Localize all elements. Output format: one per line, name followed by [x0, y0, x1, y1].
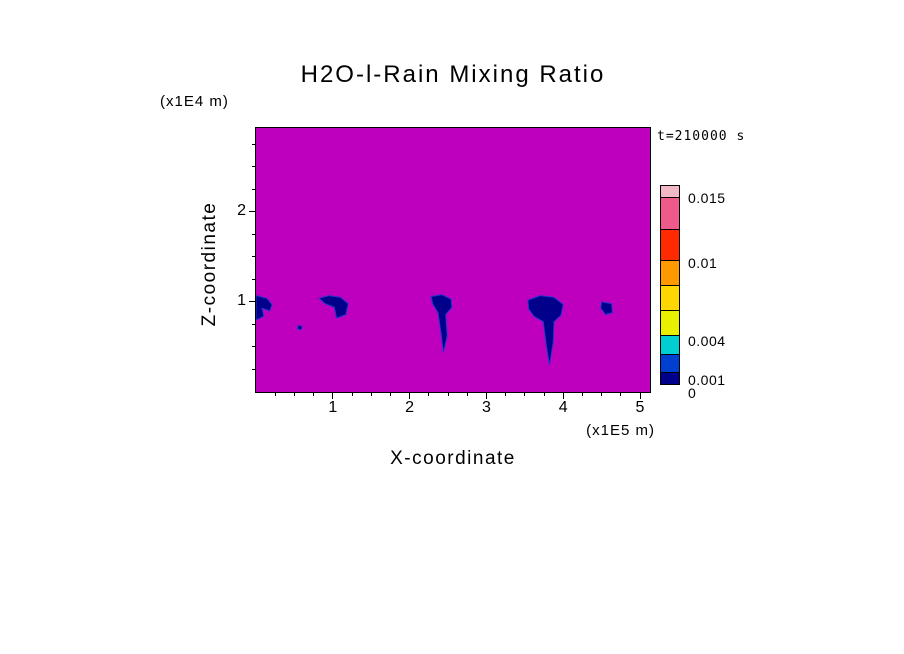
x-axis-unit-label: (x1E5 m)	[586, 422, 655, 439]
x-tick	[581, 393, 583, 396]
x-tick	[505, 393, 507, 396]
colorbar-labels: 0 0.001 0.004 0.01 0.015	[688, 185, 758, 401]
y-tick	[252, 166, 255, 168]
x-tick	[293, 393, 295, 396]
colorbar-tick-label: 0.001	[688, 372, 726, 388]
x-tick-label: 4	[558, 399, 568, 416]
x-tick	[332, 393, 334, 399]
colorbar-segment	[660, 228, 680, 261]
x-tick	[620, 393, 622, 396]
y-tick	[252, 143, 255, 145]
x-tick	[447, 393, 449, 396]
y-tick	[252, 233, 255, 235]
colorbar-segment	[660, 197, 680, 230]
x-tick-label: 1	[328, 399, 338, 416]
y-tick	[252, 256, 255, 258]
colorbar	[660, 185, 680, 385]
y-tick	[249, 211, 255, 213]
x-tick	[485, 393, 487, 399]
x-tick-label: 3	[481, 399, 491, 416]
x-tick-labels: 1 2 3 4 5	[256, 399, 650, 417]
plot-area	[255, 127, 651, 393]
x-tick	[601, 393, 603, 396]
x-tick-label: 2	[405, 399, 415, 416]
y-axis-unit-label: (x1E4 m)	[160, 93, 229, 110]
y-tick	[252, 278, 255, 280]
y-tick	[249, 301, 255, 303]
colorbar-segment	[660, 335, 680, 355]
colorbar-segment	[660, 372, 680, 385]
rain-feature-patch-4	[527, 295, 564, 366]
x-tick	[428, 393, 430, 396]
x-axis-ticks	[256, 393, 650, 400]
colorbar-segment	[660, 353, 680, 373]
x-tick	[313, 393, 315, 396]
rain-feature-patch-5	[600, 301, 613, 316]
colorbar-tick-label: 0.004	[688, 333, 726, 349]
colorbar-tick-label: 0.01	[688, 255, 718, 271]
y-tick-label: 2	[237, 201, 246, 219]
x-tick	[639, 393, 641, 399]
y-tick	[252, 188, 255, 190]
time-annotation: t=210000 s	[657, 129, 746, 144]
colorbar-tick-label: 0	[688, 385, 697, 401]
x-tick	[466, 393, 468, 396]
colorbar-segment	[660, 285, 680, 311]
rain-feature-patch-3	[430, 294, 453, 353]
colorbar-segment	[660, 260, 680, 286]
x-tick	[274, 393, 276, 396]
y-tick-label: 1	[237, 291, 246, 309]
x-tick	[409, 393, 411, 399]
rain-feature-speck-1	[296, 324, 303, 331]
x-tick	[370, 393, 372, 396]
rain-feature-patch-1	[256, 295, 273, 321]
x-tick-label: 5	[635, 399, 645, 416]
y-tick	[252, 346, 255, 348]
colorbar-segment	[660, 310, 680, 336]
x-axis-label: X-coordinate	[390, 448, 516, 469]
x-tick	[351, 393, 353, 396]
x-tick	[543, 393, 545, 396]
x-tick	[562, 393, 564, 399]
colorbar-tick-label: 0.015	[688, 190, 726, 206]
y-tick	[252, 368, 255, 370]
y-axis-ticks	[248, 128, 255, 392]
x-tick	[389, 393, 391, 396]
rain-svg	[256, 294, 613, 366]
y-tick	[252, 323, 255, 325]
rain-feature-patch-2	[317, 295, 349, 319]
x-tick	[524, 393, 526, 396]
chart-title: H2O-l-Rain Mixing Ratio	[300, 61, 606, 88]
